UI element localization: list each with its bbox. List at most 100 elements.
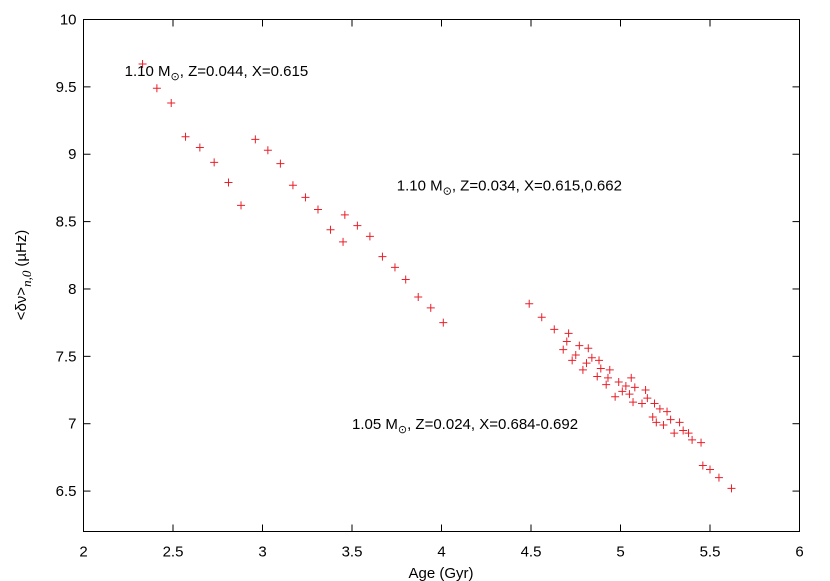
data-point <box>614 377 623 386</box>
x-tick-label: 2 <box>79 544 87 561</box>
data-point <box>301 193 310 202</box>
data-point <box>595 356 604 365</box>
y-tick-label: 8.5 <box>56 214 77 231</box>
data-point <box>426 303 435 312</box>
data-point <box>210 158 219 167</box>
data-point <box>641 386 650 395</box>
x-tick-label: 4 <box>437 544 445 561</box>
data-point <box>688 435 697 444</box>
data-point <box>587 353 596 362</box>
data-point <box>559 345 568 354</box>
annotation-params: , Z=0.024, X=0.684-0.692 <box>407 416 578 433</box>
data-point <box>181 132 190 141</box>
data-point <box>637 399 646 408</box>
data-point <box>643 394 652 403</box>
data-point <box>684 429 693 438</box>
axis-ticks <box>83 19 800 532</box>
y-axis-title-main: <δν> <box>13 287 30 321</box>
x-tick-label: 2.5 <box>163 544 184 561</box>
axis-tick-labels: 2 2.5 3 3.5 4 4.5 5 5.5 6 6.5 7 7.5 8 8.5 9 9.5 10 <box>56 12 804 561</box>
data-point <box>401 275 410 284</box>
data-point <box>288 181 297 190</box>
x-tick-label: 6 <box>795 544 803 561</box>
plot-frame <box>83 19 800 532</box>
y-axis-title: <δν>n,0 (µHz) <box>13 230 34 321</box>
data-point <box>605 365 614 374</box>
data-point <box>237 201 246 210</box>
data-point <box>602 380 611 389</box>
x-axis-title: Age (Gyr) <box>408 565 473 581</box>
sun-symbol-icon: ⊙ <box>398 424 407 436</box>
y-axis-title-subscript: n,0 <box>19 270 34 287</box>
data-point <box>152 84 161 93</box>
y-tick-label: 7 <box>68 416 76 433</box>
sun-symbol-icon: ⊙ <box>443 186 452 198</box>
data-point <box>655 404 664 413</box>
data-point <box>414 293 423 302</box>
annotation-label: 1.10 M⊙, Z=0.044, X=0.615 <box>125 63 309 83</box>
data-point <box>630 383 639 392</box>
data-point <box>263 146 272 155</box>
data-point <box>582 359 591 368</box>
data-point <box>629 398 638 407</box>
x-tick-label: 5 <box>616 544 624 561</box>
data-point <box>675 418 684 427</box>
data-point <box>390 263 399 272</box>
data-points <box>138 59 736 493</box>
x-tick-label: 5.5 <box>700 544 721 561</box>
data-point <box>365 232 374 241</box>
data-point <box>596 364 605 373</box>
data-point <box>621 381 630 390</box>
annotation-mass: 1.10 M <box>397 178 443 195</box>
x-tick-label: 3.5 <box>342 544 363 561</box>
data-point <box>251 135 260 144</box>
sun-symbol-icon: ⊙ <box>171 71 180 83</box>
x-tick-label: 4.5 <box>521 544 542 561</box>
data-point <box>340 210 349 219</box>
data-point <box>564 329 573 338</box>
data-point <box>571 350 580 359</box>
data-point <box>697 438 706 447</box>
data-point <box>650 399 659 408</box>
data-point <box>562 337 571 346</box>
data-point <box>584 344 593 353</box>
data-point <box>568 356 577 365</box>
data-point <box>138 59 147 68</box>
data-point <box>659 421 668 430</box>
x-tick-label: 3 <box>258 544 266 561</box>
data-point <box>550 325 559 334</box>
y-tick-label: 7.5 <box>56 348 77 365</box>
data-point <box>698 461 707 470</box>
data-point <box>706 465 714 474</box>
annotation-label: 1.05 M⊙, Z=0.024, X=0.684-0.692 <box>352 416 578 436</box>
data-point <box>224 178 233 187</box>
data-point <box>625 390 634 399</box>
data-point <box>353 221 362 230</box>
data-point <box>663 407 672 416</box>
data-point <box>167 99 176 108</box>
data-point <box>666 415 675 424</box>
data-point <box>378 252 387 261</box>
y-tick-label: 8 <box>68 281 76 298</box>
data-point <box>339 237 348 246</box>
y-tick-label: 9 <box>68 146 76 163</box>
data-point <box>603 373 612 382</box>
data-point <box>714 473 723 482</box>
data-point <box>313 205 322 214</box>
data-point <box>439 318 448 327</box>
data-point <box>593 372 602 381</box>
data-point <box>648 412 657 421</box>
data-point <box>627 373 636 382</box>
data-point <box>537 313 546 322</box>
data-point <box>670 429 679 438</box>
data-point <box>618 387 627 396</box>
data-point <box>727 484 736 493</box>
annotation-mass: 1.10 M <box>125 63 171 80</box>
data-point <box>575 341 584 350</box>
data-point <box>195 143 204 152</box>
data-point <box>525 299 534 308</box>
y-axis-title-unit: (µHz) <box>13 230 30 267</box>
annotation-params: , Z=0.044, X=0.615 <box>180 63 308 80</box>
